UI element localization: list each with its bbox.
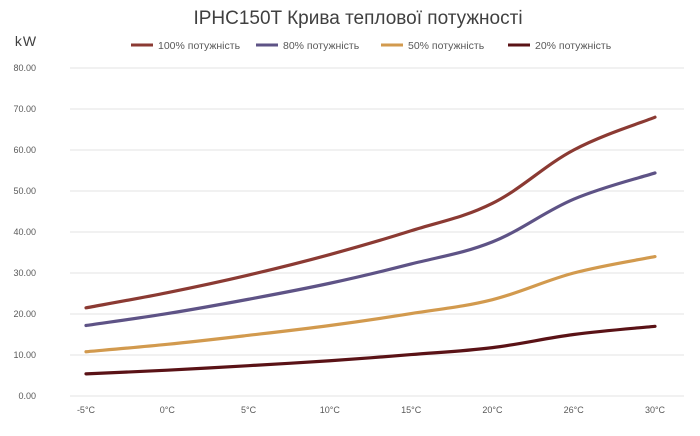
x-tick-label: 0°C: [160, 405, 176, 415]
y-tick-label: 40.00: [13, 227, 36, 237]
y-tick-label: 70.00: [13, 104, 36, 114]
y-tick-label: 30.00: [13, 268, 36, 278]
legend-label: 20% потужність: [535, 40, 612, 52]
y-tick-label: 0.00: [18, 391, 36, 401]
legend-label: 50% потужність: [408, 40, 485, 52]
x-tick-label: 30°C: [645, 405, 666, 415]
legend: 100% потужність 80% потужність 50% потужні…: [131, 40, 612, 52]
series-line-4: [84, 324, 657, 376]
y-tick-label: 20.00: [13, 309, 36, 319]
y-axis-ticks: 0.00 10.00 20.00 30.00 40.00 50.00 60.00 70.00 8…: [13, 63, 36, 401]
x-tick-label: 26°C: [564, 405, 585, 415]
series-line-1: [84, 115, 657, 310]
grid: [70, 67, 684, 397]
x-tick-label: -5°C: [77, 405, 96, 415]
series: [84, 115, 657, 376]
y-tick-label: 80.00: [13, 63, 36, 73]
x-tick-label: 10°C: [320, 405, 341, 415]
series-line-3: [84, 255, 657, 354]
series-line-2: [84, 171, 657, 328]
x-tick-label: 15°C: [401, 405, 422, 415]
x-tick-label: 5°C: [241, 405, 257, 415]
legend-label: 80% потужність: [283, 40, 360, 52]
x-axis-ticks: -5°C 0°C 5°C 10°C 15°C 20°C 26°C 30°C: [77, 405, 666, 415]
y-tick-label: 60.00: [13, 145, 36, 155]
chart-title: IPHC150T Крива теплової потужності: [193, 8, 522, 29]
x-tick-label: 20°C: [482, 405, 503, 415]
y-tick-label: 10.00: [13, 350, 36, 360]
y-axis-label: kW: [15, 33, 37, 49]
legend-label: 100% потужність: [158, 40, 241, 52]
y-tick-label: 50.00: [13, 186, 36, 196]
